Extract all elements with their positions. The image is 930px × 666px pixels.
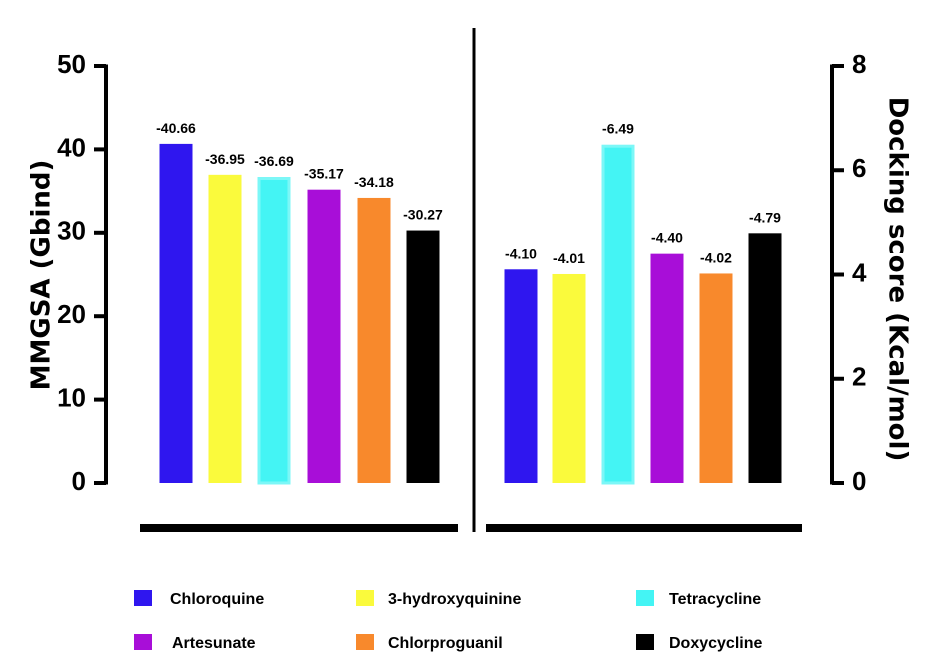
legend-label: Doxycycline (669, 635, 762, 652)
legend-label: Artesunate (172, 635, 256, 652)
mmgsa-panel: 0 10 20 30 40 50 -40.66 -36.95 -36.69 -35.17 -34.1… (57, 49, 443, 496)
y-tick-label: 6 (852, 153, 866, 183)
bar-value-label: -30.27 (403, 207, 443, 223)
legend-item-chloroquine: Chloroquine (134, 590, 264, 608)
legend-item-chlorproguanil: Chlorproguanil (356, 634, 503, 652)
y-tick-label: 50 (57, 49, 86, 79)
legend-label: Chloroquine (170, 591, 264, 608)
docking-score-panel: 0 2 4 6 8 -4.10 -4.01 -6.49 -4.40 -4.02 -4.79 (504, 49, 867, 496)
bar-value-label: -4.40 (651, 230, 683, 246)
legend-item-artesunate: Artesunate (134, 634, 256, 652)
legend-swatch (134, 590, 152, 606)
legend-swatch (134, 634, 152, 650)
bar-doxycycline (406, 230, 440, 483)
y-tick-label: 10 (57, 382, 86, 412)
legend-item-tetracycline: Tetracycline (636, 590, 761, 608)
bar-value-label: -36.95 (205, 151, 245, 167)
bar-value-label: -36.69 (254, 153, 294, 169)
bar-tetracycline (257, 177, 291, 485)
legend-label: 3-hydroxyquinine (388, 591, 521, 608)
legend-label: Tetracycline (669, 591, 761, 608)
y-tick-label: 20 (57, 299, 86, 329)
bar-value-label: -4.01 (553, 250, 585, 266)
y-tick-label: 8 (852, 49, 866, 79)
y-tick-label: 2 (852, 362, 866, 392)
y-tick-label: 4 (852, 257, 867, 287)
bar-artesunate (650, 253, 684, 483)
legend-swatch (636, 590, 654, 606)
legend: Chloroquine 3-hydroxyquinine Tetracycline A… (134, 590, 762, 652)
legend-swatch (356, 634, 374, 650)
bar-chloroquine (504, 269, 538, 483)
bar-3-hydroxyquinine (208, 174, 242, 483)
legend-swatch (356, 590, 374, 606)
bar-value-label: -40.66 (156, 120, 196, 136)
bar-value-label: -4.02 (700, 249, 732, 265)
bar-chlorproguanil (699, 273, 733, 483)
bar-value-label: -35.17 (304, 166, 344, 182)
bar-tetracycline (601, 144, 635, 485)
bar-chlorproguanil (357, 197, 391, 484)
y-tick-label: 0 (852, 466, 866, 496)
bar-value-label: -4.79 (749, 209, 781, 225)
left-y-axis-label: MMGSA (Gbind) (27, 160, 57, 391)
bar-artesunate (307, 189, 341, 484)
bar-3-hydroxyquinine (552, 273, 586, 483)
bar-value-label: -6.49 (602, 121, 634, 137)
bar-chloroquine (159, 143, 193, 483)
y-tick-label: 0 (72, 466, 86, 496)
bar-doxycycline (748, 233, 782, 483)
bar-value-label: -4.10 (505, 245, 537, 261)
legend-item-3-hydroxyquinine: 3-hydroxyquinine (356, 590, 521, 608)
y-tick-label: 30 (57, 216, 86, 246)
bar-value-label: -34.18 (354, 174, 394, 190)
legend-label: Chlorproguanil (388, 635, 503, 652)
legend-swatch (636, 634, 654, 650)
right-y-axis-label: Docking score (Kcal/mol) (883, 97, 913, 462)
legend-item-doxycycline: Doxycycline (636, 634, 762, 652)
y-tick-label: 40 (57, 132, 86, 162)
